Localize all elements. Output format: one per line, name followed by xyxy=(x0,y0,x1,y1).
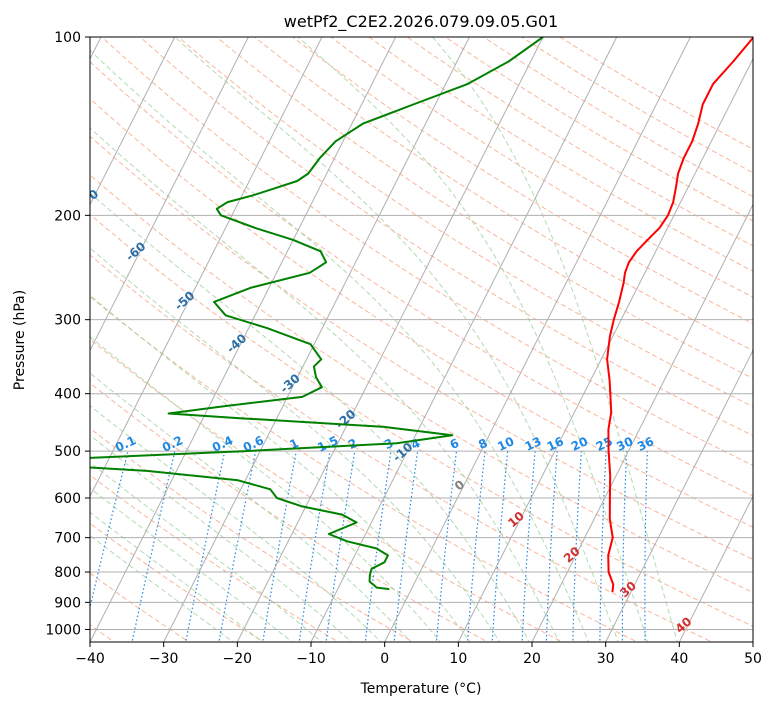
dry-adiabat-line xyxy=(444,37,753,222)
mixing-ratio-line xyxy=(545,451,558,642)
x-tick-label: 40 xyxy=(670,651,688,667)
plot-frame xyxy=(89,36,754,643)
dry-adiabat-line xyxy=(90,254,713,642)
mixing-ratio-label: 36 xyxy=(635,434,656,454)
mixing-ratio-line xyxy=(621,451,628,642)
y-tick-label: 600 xyxy=(54,491,81,507)
moist-adiabat-line xyxy=(90,49,590,642)
x-tick-label: −10 xyxy=(296,651,326,667)
mixing-ratio-label: 20 xyxy=(569,434,590,454)
dry-adiabat-line xyxy=(101,37,753,467)
isotherm-line xyxy=(163,37,470,642)
dry-adiabat-line xyxy=(139,37,753,437)
dry-adiabat-line xyxy=(330,37,753,298)
chart-title: wetPf2_C2E2.2026.079.09.05.G01 xyxy=(284,12,558,32)
y-tick-label: 900 xyxy=(54,595,81,611)
x-tick-label: 10 xyxy=(449,651,467,667)
mixing-ratio-line xyxy=(90,450,129,610)
dry-adiabat-line xyxy=(215,37,753,379)
x-tick-label: −20 xyxy=(223,651,253,667)
moist-adiabat-line xyxy=(90,405,382,642)
x-tick-label: −40 xyxy=(75,651,105,667)
background-lines xyxy=(90,37,753,642)
mixing-ratio-line xyxy=(185,450,226,642)
isotherm-line xyxy=(90,37,176,206)
mixing-ratio-label: 13 xyxy=(523,434,544,454)
isotherm-line xyxy=(236,37,544,642)
profile-series xyxy=(90,37,753,593)
isotherm-value-label: -70 xyxy=(76,187,102,212)
y-tick-label: 200 xyxy=(54,208,81,224)
axis-ticks: −40 −30 −20 −10 0 10 20 30 40 50 100 200 300 400 500 60… xyxy=(45,30,762,667)
isotherm-line xyxy=(457,57,753,642)
mixing-ratio-label: 10 xyxy=(495,434,516,454)
dry-adiabat-line xyxy=(90,61,753,497)
x-tick-label: 30 xyxy=(597,651,615,667)
y-axis-title: Pressure (hPa) xyxy=(12,290,28,390)
y-tick-label: 100 xyxy=(54,30,81,46)
isotherm-line xyxy=(90,37,323,498)
dry-adiabat-line xyxy=(90,213,753,627)
isotherm-line xyxy=(90,37,249,352)
y-tick-label: 500 xyxy=(54,444,81,460)
y-tick-label: 700 xyxy=(54,531,81,547)
y-tick-label: 400 xyxy=(54,387,81,403)
dry-adiabat-line xyxy=(90,522,265,642)
y-tick-label: 300 xyxy=(54,313,81,329)
mixing-ratio-label: 16 xyxy=(545,434,566,454)
dry-adiabat-line xyxy=(520,37,753,174)
x-tick-label: 50 xyxy=(744,651,762,667)
dry-adiabat-line xyxy=(482,37,753,198)
isotherm-line xyxy=(531,203,753,642)
dewpoint-profile-line xyxy=(90,37,544,591)
x-tick-label: −30 xyxy=(149,651,179,667)
temperature-profile-line xyxy=(606,37,753,593)
dry-adiabat-line xyxy=(90,135,753,561)
isotherm-line xyxy=(90,37,397,642)
y-tick-label: 1000 xyxy=(45,622,81,638)
dry-adiabat-line xyxy=(368,37,753,272)
dry-adiabat-line xyxy=(90,97,753,528)
mixing-ratio-label: 30 xyxy=(614,434,635,454)
isotherm-line xyxy=(310,37,618,642)
y-tick-label: 800 xyxy=(54,565,81,581)
isotherm-line xyxy=(678,495,753,642)
isotherm-line xyxy=(605,349,753,642)
dry-adiabat-line xyxy=(90,338,564,642)
x-tick-label: 20 xyxy=(523,651,541,667)
mixing-ratio-line xyxy=(572,451,582,642)
isotherm-line xyxy=(384,37,691,642)
x-axis-title: Temperature (°C) xyxy=(360,681,482,697)
mixing-ratio-line xyxy=(218,450,257,642)
mixing-ratio-line xyxy=(644,451,648,642)
x-tick-label: 0 xyxy=(380,651,389,667)
mixing-ratio-line xyxy=(599,451,607,642)
